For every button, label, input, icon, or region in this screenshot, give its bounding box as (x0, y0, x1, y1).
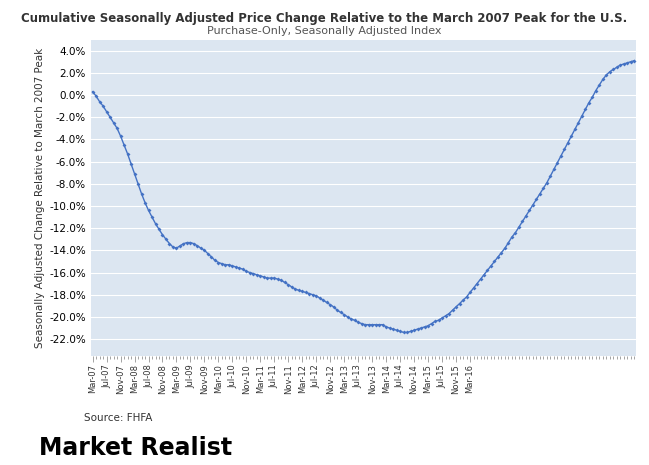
Text: Purchase-Only, Seasonally Adjusted Index: Purchase-Only, Seasonally Adjusted Index (207, 26, 442, 36)
Text: Market Realist: Market Realist (39, 436, 232, 460)
Text: Source: FHFA: Source: FHFA (84, 413, 153, 423)
Y-axis label: Seasonally Adjusted Change Relative to March 2007 Peak: Seasonally Adjusted Change Relative to M… (35, 47, 45, 348)
Text: Cumulative Seasonally Adjusted Price Change Relative to the March 2007 Peak for : Cumulative Seasonally Adjusted Price Cha… (21, 12, 628, 25)
